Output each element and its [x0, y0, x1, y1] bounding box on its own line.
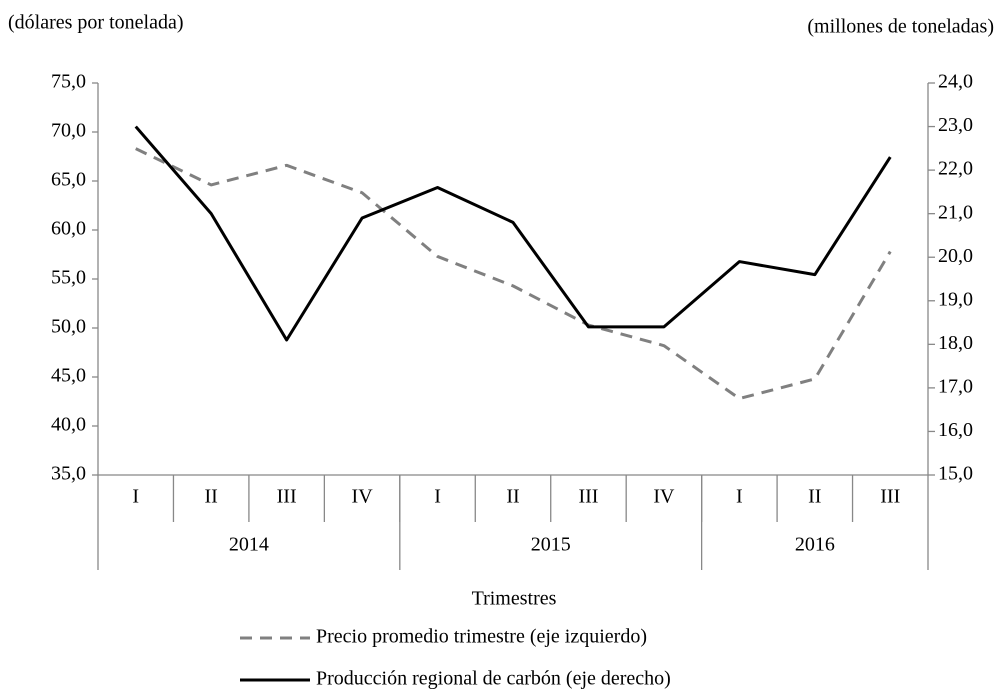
x-group-label: 2014 [229, 534, 269, 556]
x-tick-label: I [736, 486, 743, 508]
x-tick-label: I [434, 486, 441, 508]
y-tick-label: 40,0 [51, 414, 86, 436]
y-axis-label: (dólares por tonelada) [8, 12, 183, 34]
y2-tick-label: 20,0 [938, 245, 973, 267]
y2-axis-label: (millones de toneladas) [807, 16, 994, 38]
x-tick-label: III [277, 486, 297, 508]
x-tick-label: III [578, 486, 598, 508]
x-group-label: 2015 [531, 534, 571, 556]
y-tick-label: 50,0 [51, 316, 86, 338]
y-tick-label: 75,0 [51, 71, 86, 93]
x-axis-label: Trimestres [472, 588, 557, 610]
y2-tick-label: 15,0 [938, 463, 973, 485]
y2-tick-label: 24,0 [938, 71, 973, 93]
y-tick-label: 55,0 [51, 267, 86, 289]
y-tick-label: 45,0 [51, 365, 86, 387]
x-tick-label: III [880, 486, 900, 508]
legend-label: Precio promedio trimestre (eje izquierdo… [316, 626, 647, 648]
y2-tick-label: 17,0 [938, 375, 973, 397]
y2-tick-label: 16,0 [938, 419, 973, 441]
x-tick-label: IV [352, 486, 374, 508]
x-tick-label: II [808, 486, 821, 508]
y2-tick-label: 23,0 [938, 114, 973, 136]
legend-label: Producción regional de carbón (eje derec… [316, 668, 671, 690]
series-line [135, 147, 892, 401]
y2-tick-label: 22,0 [938, 158, 973, 180]
y-tick-label: 70,0 [51, 120, 86, 142]
y-tick-label: 60,0 [51, 218, 86, 240]
y2-tick-label: 21,0 [938, 201, 973, 223]
series-line [134, 125, 892, 342]
y-tick-label: 65,0 [51, 169, 86, 191]
x-tick-label: IV [653, 486, 675, 508]
y2-tick-label: 19,0 [938, 288, 973, 310]
y2-tick-label: 18,0 [938, 332, 973, 354]
y-tick-label: 35,0 [51, 463, 86, 485]
x-tick-label: II [506, 486, 519, 508]
x-group-label: 2016 [795, 534, 835, 556]
x-tick-label: II [205, 486, 218, 508]
x-tick-label: I [132, 486, 139, 508]
